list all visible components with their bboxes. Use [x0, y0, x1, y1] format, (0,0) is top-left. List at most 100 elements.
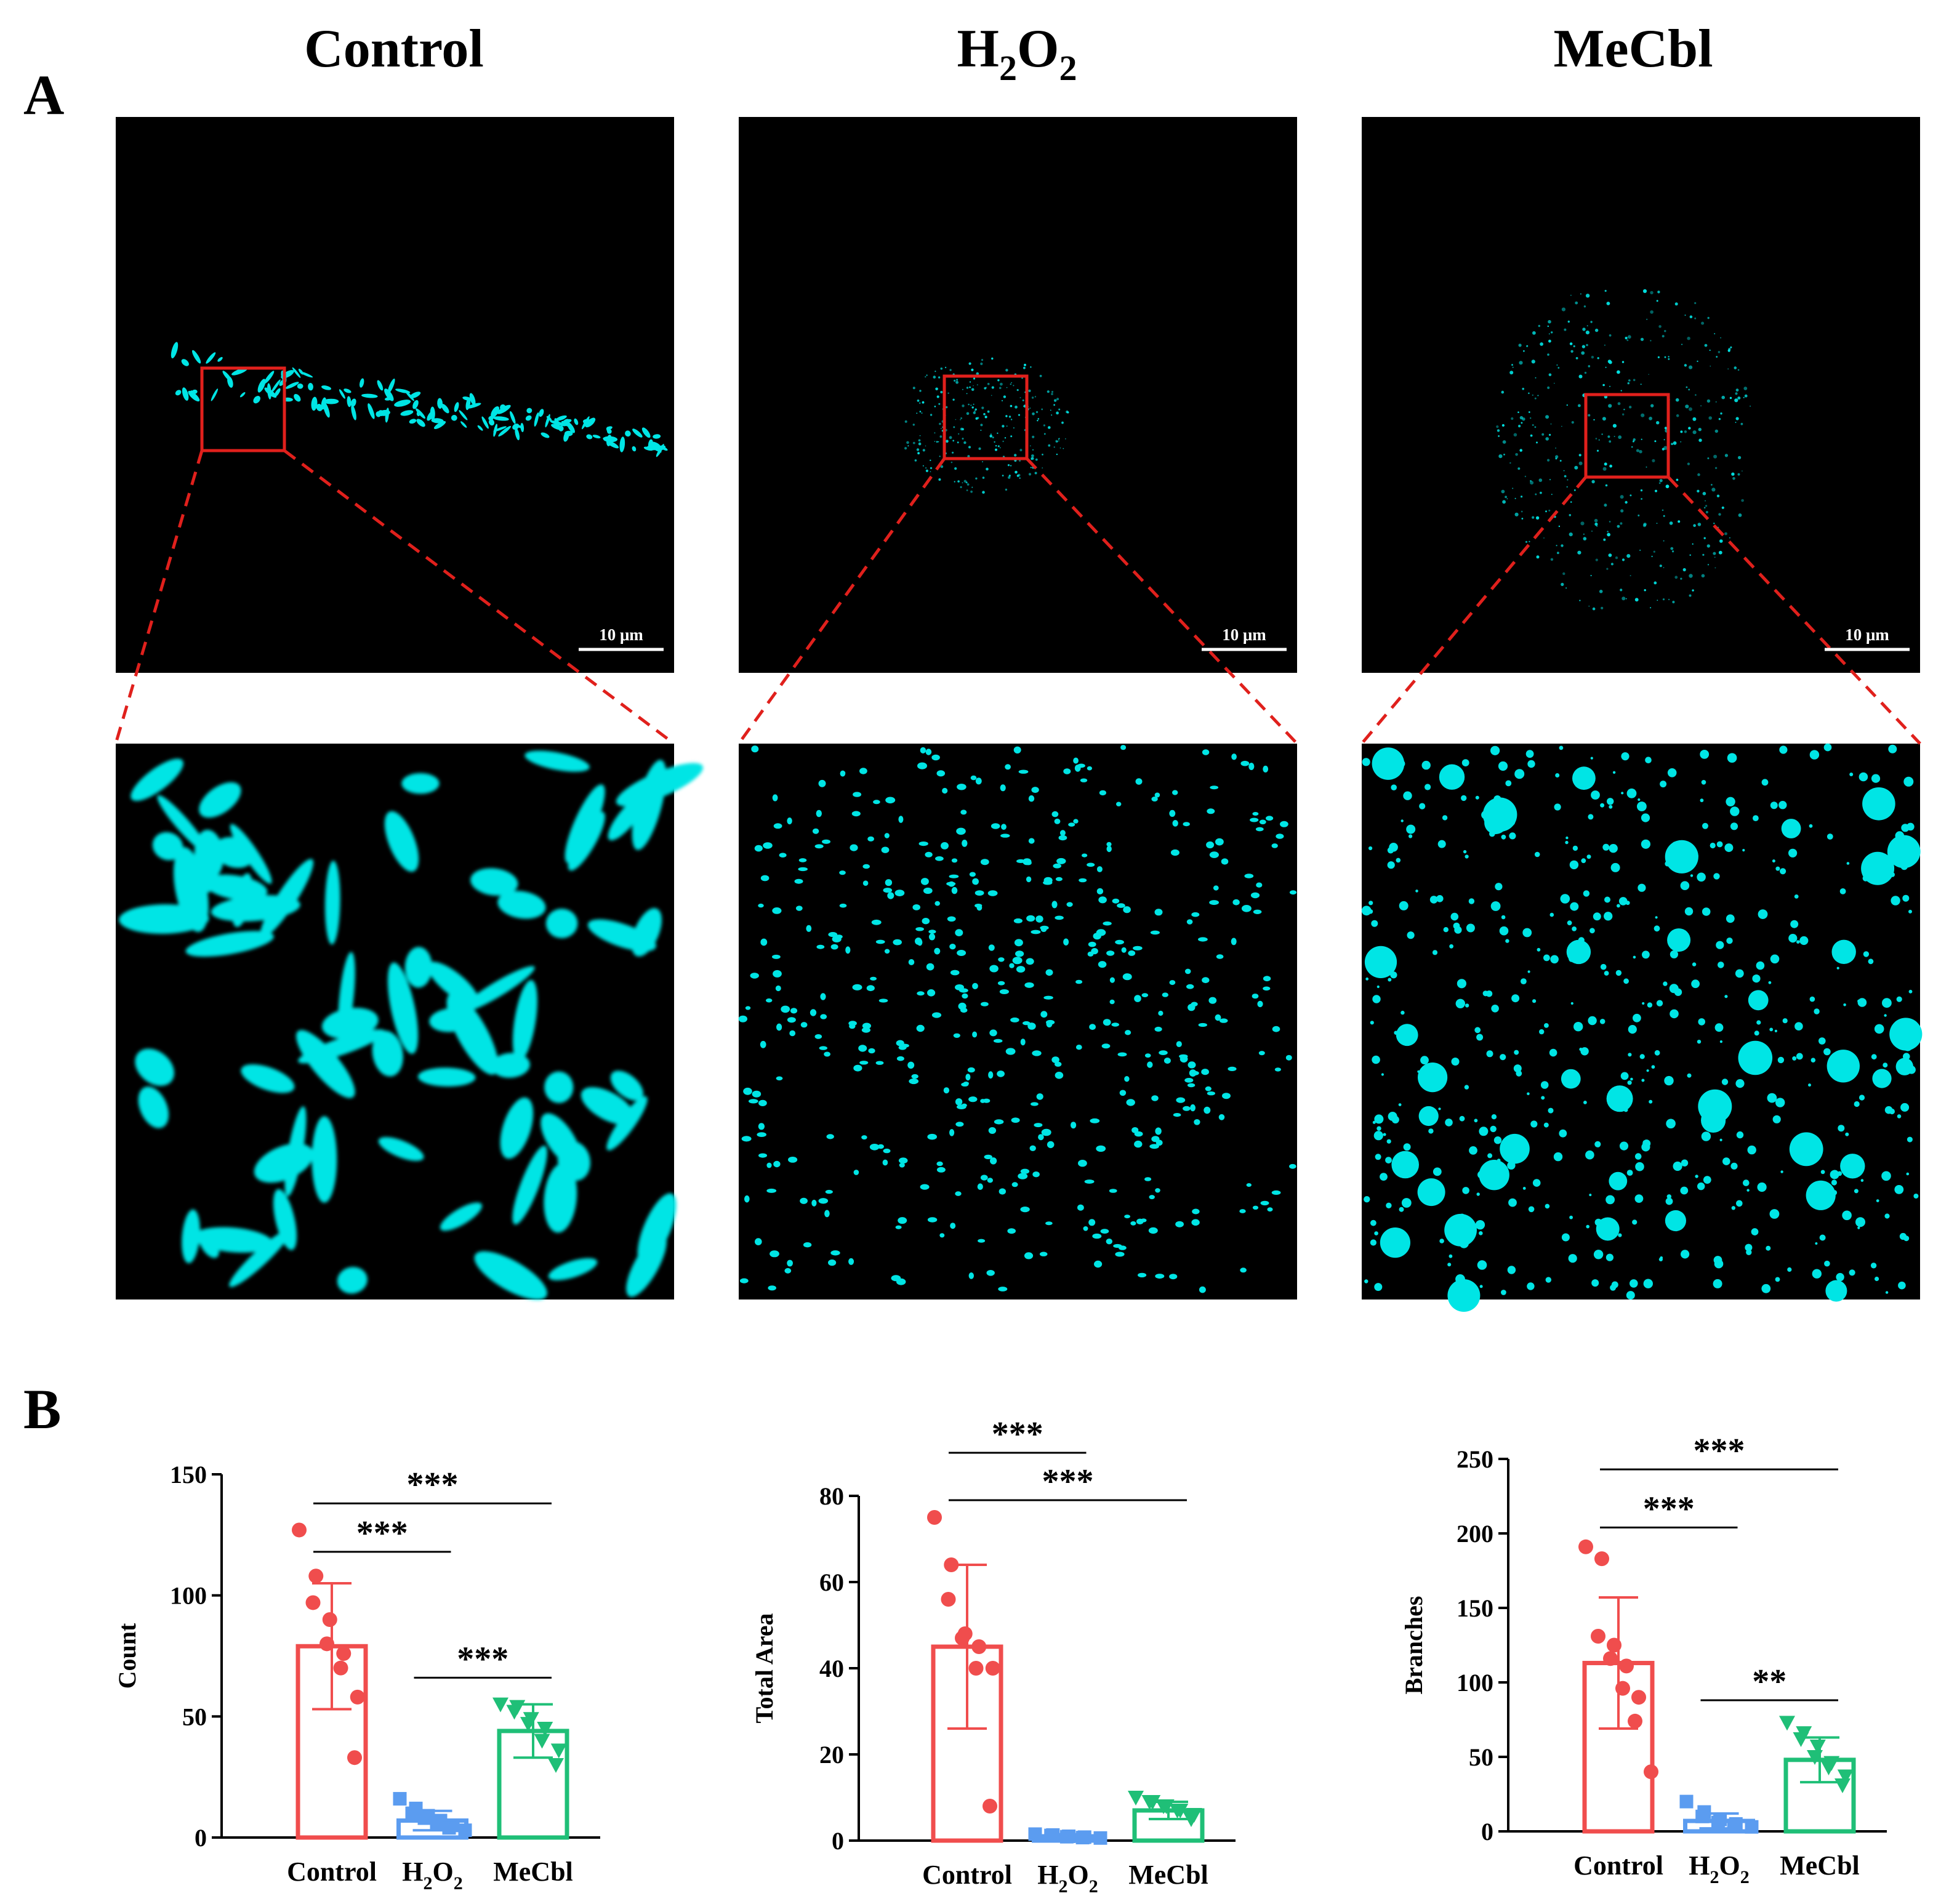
mito-tubule [554, 418, 560, 427]
mito-dot [1628, 1025, 1637, 1034]
mito-tubule [298, 369, 303, 375]
mito-dot [1662, 335, 1665, 338]
mito-dot [938, 403, 941, 405]
significance-label: *** [1694, 1432, 1745, 1470]
mito-tubule [625, 430, 631, 437]
mito-dot [954, 481, 955, 483]
mito-dot [1386, 1202, 1392, 1209]
mito-dot [1770, 801, 1778, 809]
mito-dot [1721, 395, 1725, 400]
mito-dot [1396, 1024, 1418, 1046]
mito-dot [949, 874, 959, 878]
mito-dot [928, 933, 936, 941]
mito-dot [893, 939, 902, 946]
y-tick-label: 0 [1481, 1818, 1493, 1846]
mito-dot [1650, 404, 1654, 408]
mito-dot [1559, 745, 1564, 750]
mito-dot [1724, 843, 1734, 853]
mito-dot [920, 878, 929, 885]
mito-dot [963, 441, 966, 444]
mito-dot [982, 491, 985, 494]
mito-dot [1900, 1103, 1910, 1112]
mito-tubule [263, 371, 275, 384]
mito-dot [1735, 422, 1737, 424]
mito-tubule [241, 1064, 295, 1093]
mito-dot [998, 957, 1005, 962]
mito-dot [798, 867, 808, 872]
mito-dot [1676, 414, 1679, 417]
mito-dot [1882, 998, 1892, 1008]
mito-dot [1514, 769, 1525, 779]
mito-dot [1602, 467, 1607, 471]
mito-dot [966, 483, 970, 486]
mito-dot [1048, 426, 1051, 429]
mito-dot [1794, 1022, 1803, 1030]
mito-dot [758, 903, 764, 908]
mito-dot [966, 393, 968, 395]
mito-dot [1007, 1228, 1016, 1234]
mito-tubule [284, 1106, 307, 1197]
mito-dot [1368, 901, 1373, 906]
mito-dot [1010, 1017, 1019, 1022]
mito-dot [1209, 851, 1219, 858]
mito-dot [1151, 797, 1158, 801]
mito-dot [887, 892, 894, 899]
mito-dot [986, 1270, 995, 1276]
mito-dot [1154, 1026, 1162, 1032]
control-zoom-mitochondria [119, 750, 703, 1300]
mito-dot [1619, 1141, 1629, 1151]
mito-dot [1374, 1283, 1383, 1291]
mito-dot [1048, 444, 1051, 447]
mito-dot [1572, 926, 1577, 931]
mito-dot [1734, 809, 1737, 814]
mito-dot [1870, 1263, 1877, 1269]
mito-dot [1041, 408, 1043, 411]
y-axis-label: Total Area [750, 1613, 778, 1724]
mito-dot [1035, 458, 1038, 461]
mito-tubule [297, 383, 303, 389]
mito-dot [1043, 433, 1046, 435]
mito-dot [1376, 1126, 1381, 1131]
mito-dot [1626, 1170, 1633, 1176]
mito-dot [1550, 558, 1554, 561]
mito-dot [1548, 333, 1550, 335]
data-point [548, 1758, 564, 1773]
mito-dot [1421, 760, 1431, 770]
mito-dot [968, 1272, 975, 1279]
mito-dot [1884, 1173, 1891, 1179]
mito-dot [828, 932, 838, 938]
data-point [1837, 1769, 1854, 1785]
mito-dot [1535, 516, 1540, 520]
mito-dot [1545, 415, 1549, 419]
mito-dot [1551, 331, 1553, 334]
mito-dot [1609, 464, 1613, 468]
mito-dot [1475, 1220, 1485, 1230]
mito-dot [1534, 397, 1537, 400]
mito-dot [1752, 974, 1761, 983]
mito-dot [1257, 1000, 1263, 1008]
mito-dot [1374, 1114, 1384, 1124]
mito-dot [973, 385, 974, 387]
mito-dot [970, 404, 972, 406]
zoom-connectors [114, 449, 1921, 745]
mito-dot [1570, 294, 1572, 296]
mito-dot [1788, 934, 1798, 943]
mito-dot [920, 747, 926, 753]
mito-tubule [409, 392, 421, 399]
mito-dot [1010, 404, 1013, 408]
mito-dot [1657, 291, 1660, 294]
mito-dot [1665, 484, 1670, 489]
mito-dot [1583, 537, 1587, 540]
mito-dot [1215, 838, 1224, 846]
significance-label: *** [1643, 1490, 1695, 1528]
mito-dot [1172, 820, 1178, 827]
mito-tubule [417, 1067, 476, 1087]
mito-dot [1263, 765, 1269, 773]
mito-dot [1737, 473, 1740, 476]
panel-a-label: A [23, 63, 64, 126]
mito-dot [1595, 438, 1597, 440]
significance-label: *** [457, 1640, 508, 1678]
data-point [537, 1722, 553, 1737]
mito-dot [851, 811, 861, 817]
mito-dot [1425, 784, 1431, 790]
